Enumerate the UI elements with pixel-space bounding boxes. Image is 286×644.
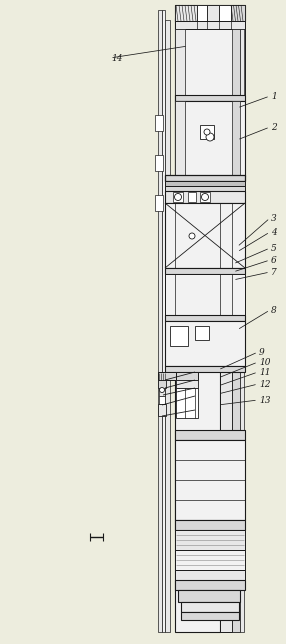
Bar xyxy=(155,115,163,131)
Bar xyxy=(175,5,245,21)
Bar xyxy=(175,580,245,590)
Text: 1: 1 xyxy=(271,91,277,100)
Circle shape xyxy=(160,388,164,392)
Bar xyxy=(175,530,245,550)
Bar xyxy=(176,380,198,388)
Text: 9: 9 xyxy=(259,348,265,357)
Bar xyxy=(175,21,245,29)
Bar xyxy=(188,192,196,202)
Circle shape xyxy=(202,193,208,200)
Bar xyxy=(232,18,240,632)
Bar xyxy=(158,372,176,380)
Bar xyxy=(159,388,165,396)
Circle shape xyxy=(206,133,214,141)
Bar xyxy=(165,20,170,632)
Bar xyxy=(175,520,245,530)
Bar xyxy=(165,315,245,321)
Circle shape xyxy=(174,193,182,200)
Bar xyxy=(200,192,210,202)
Bar xyxy=(207,5,219,21)
Text: 11: 11 xyxy=(259,368,271,377)
Bar xyxy=(162,10,165,632)
Bar xyxy=(165,175,245,181)
Bar xyxy=(220,18,232,632)
Text: 3: 3 xyxy=(271,214,277,222)
Text: 4: 4 xyxy=(271,227,277,236)
Bar xyxy=(219,5,231,21)
Bar xyxy=(165,191,245,203)
Text: 12: 12 xyxy=(259,379,271,388)
Bar xyxy=(165,366,245,372)
Bar xyxy=(175,101,245,176)
Bar xyxy=(175,550,245,570)
Circle shape xyxy=(204,129,210,135)
Text: 13: 13 xyxy=(259,395,271,404)
Bar xyxy=(175,29,185,95)
Bar xyxy=(240,29,244,95)
Bar xyxy=(195,326,209,340)
Bar xyxy=(165,274,245,316)
Bar xyxy=(173,192,183,202)
Bar xyxy=(175,101,185,176)
Text: 5: 5 xyxy=(271,243,277,252)
Bar xyxy=(181,602,239,612)
Bar xyxy=(175,570,245,580)
Text: 14: 14 xyxy=(111,53,122,62)
Bar xyxy=(158,404,166,416)
Bar xyxy=(159,396,165,404)
Text: 7: 7 xyxy=(271,267,277,276)
Bar xyxy=(175,95,245,101)
Bar xyxy=(176,388,198,418)
Bar xyxy=(158,10,162,632)
Bar xyxy=(165,321,245,366)
Bar xyxy=(155,195,163,211)
Bar xyxy=(176,372,198,380)
Bar xyxy=(200,125,214,139)
Bar xyxy=(231,5,245,21)
Bar xyxy=(165,181,245,186)
Bar xyxy=(165,186,245,191)
Bar xyxy=(232,29,240,95)
Bar xyxy=(232,101,240,176)
Bar xyxy=(170,326,188,346)
Text: 6: 6 xyxy=(271,256,277,265)
Bar xyxy=(155,155,163,171)
Bar xyxy=(175,18,220,632)
Bar xyxy=(175,5,197,21)
Circle shape xyxy=(189,233,195,239)
Text: 8: 8 xyxy=(271,305,277,314)
Bar xyxy=(175,29,245,95)
Bar xyxy=(165,268,245,274)
Bar xyxy=(240,18,244,632)
Bar xyxy=(175,440,245,520)
Bar xyxy=(181,612,239,620)
Bar xyxy=(165,203,245,268)
Bar xyxy=(158,380,166,388)
Bar xyxy=(178,590,240,602)
Text: 10: 10 xyxy=(259,357,271,366)
Bar xyxy=(197,5,207,21)
Bar xyxy=(175,430,245,440)
Text: 2: 2 xyxy=(271,122,277,131)
